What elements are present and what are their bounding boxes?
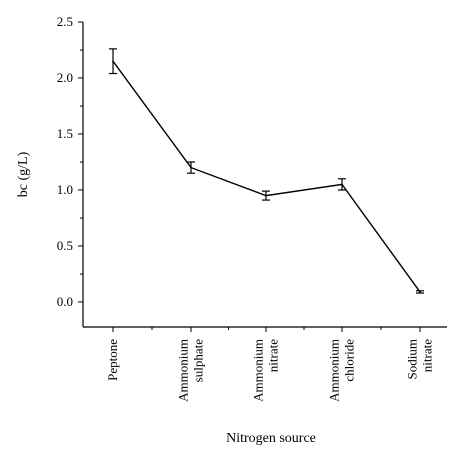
x-tick-label: nitrate [266,339,281,372]
x-tick-label: Ammonium [327,339,342,402]
series-line [112,60,421,293]
axes [82,22,447,328]
y-tick-label: 0.5 [57,238,73,253]
data-point [265,194,267,197]
y-tick-label: 1.5 [57,126,73,141]
x-tick-label: chloride [342,339,357,382]
y-tick-label: 1.0 [57,182,73,197]
x-tick-label: sulphate [191,339,206,383]
y-axis-title: bc (g/L) [16,151,31,197]
x-tick-label: Sodium [405,339,420,379]
error-bar [109,48,117,75]
y-ticks: 0.0 0.5 1.0 1.5 2.0 2.5 [57,14,83,309]
series [109,48,424,294]
x-tick-label: Ammonium [251,339,266,402]
y-tick-label: 2.5 [57,14,73,29]
y-tick-label: 2.0 [57,70,73,85]
data-point [341,183,343,186]
data-point [190,166,192,169]
x-ticks: Peptone Ammonium sulphate Ammonium nitrate Am… [105,327,435,402]
x-axis-title: Nitrogen source [226,431,316,446]
error-bar [416,290,424,294]
y-tick-label: 0.0 [57,294,73,309]
data-point [112,60,114,62]
x-tick-label: nitrate [420,339,435,372]
x-tick-label: Peptone [105,339,120,381]
error-bar [338,178,346,191]
error-bar [262,190,270,201]
x-tick-label: Ammonium [176,339,191,402]
data-point [419,291,421,293]
error-bar [187,161,195,174]
